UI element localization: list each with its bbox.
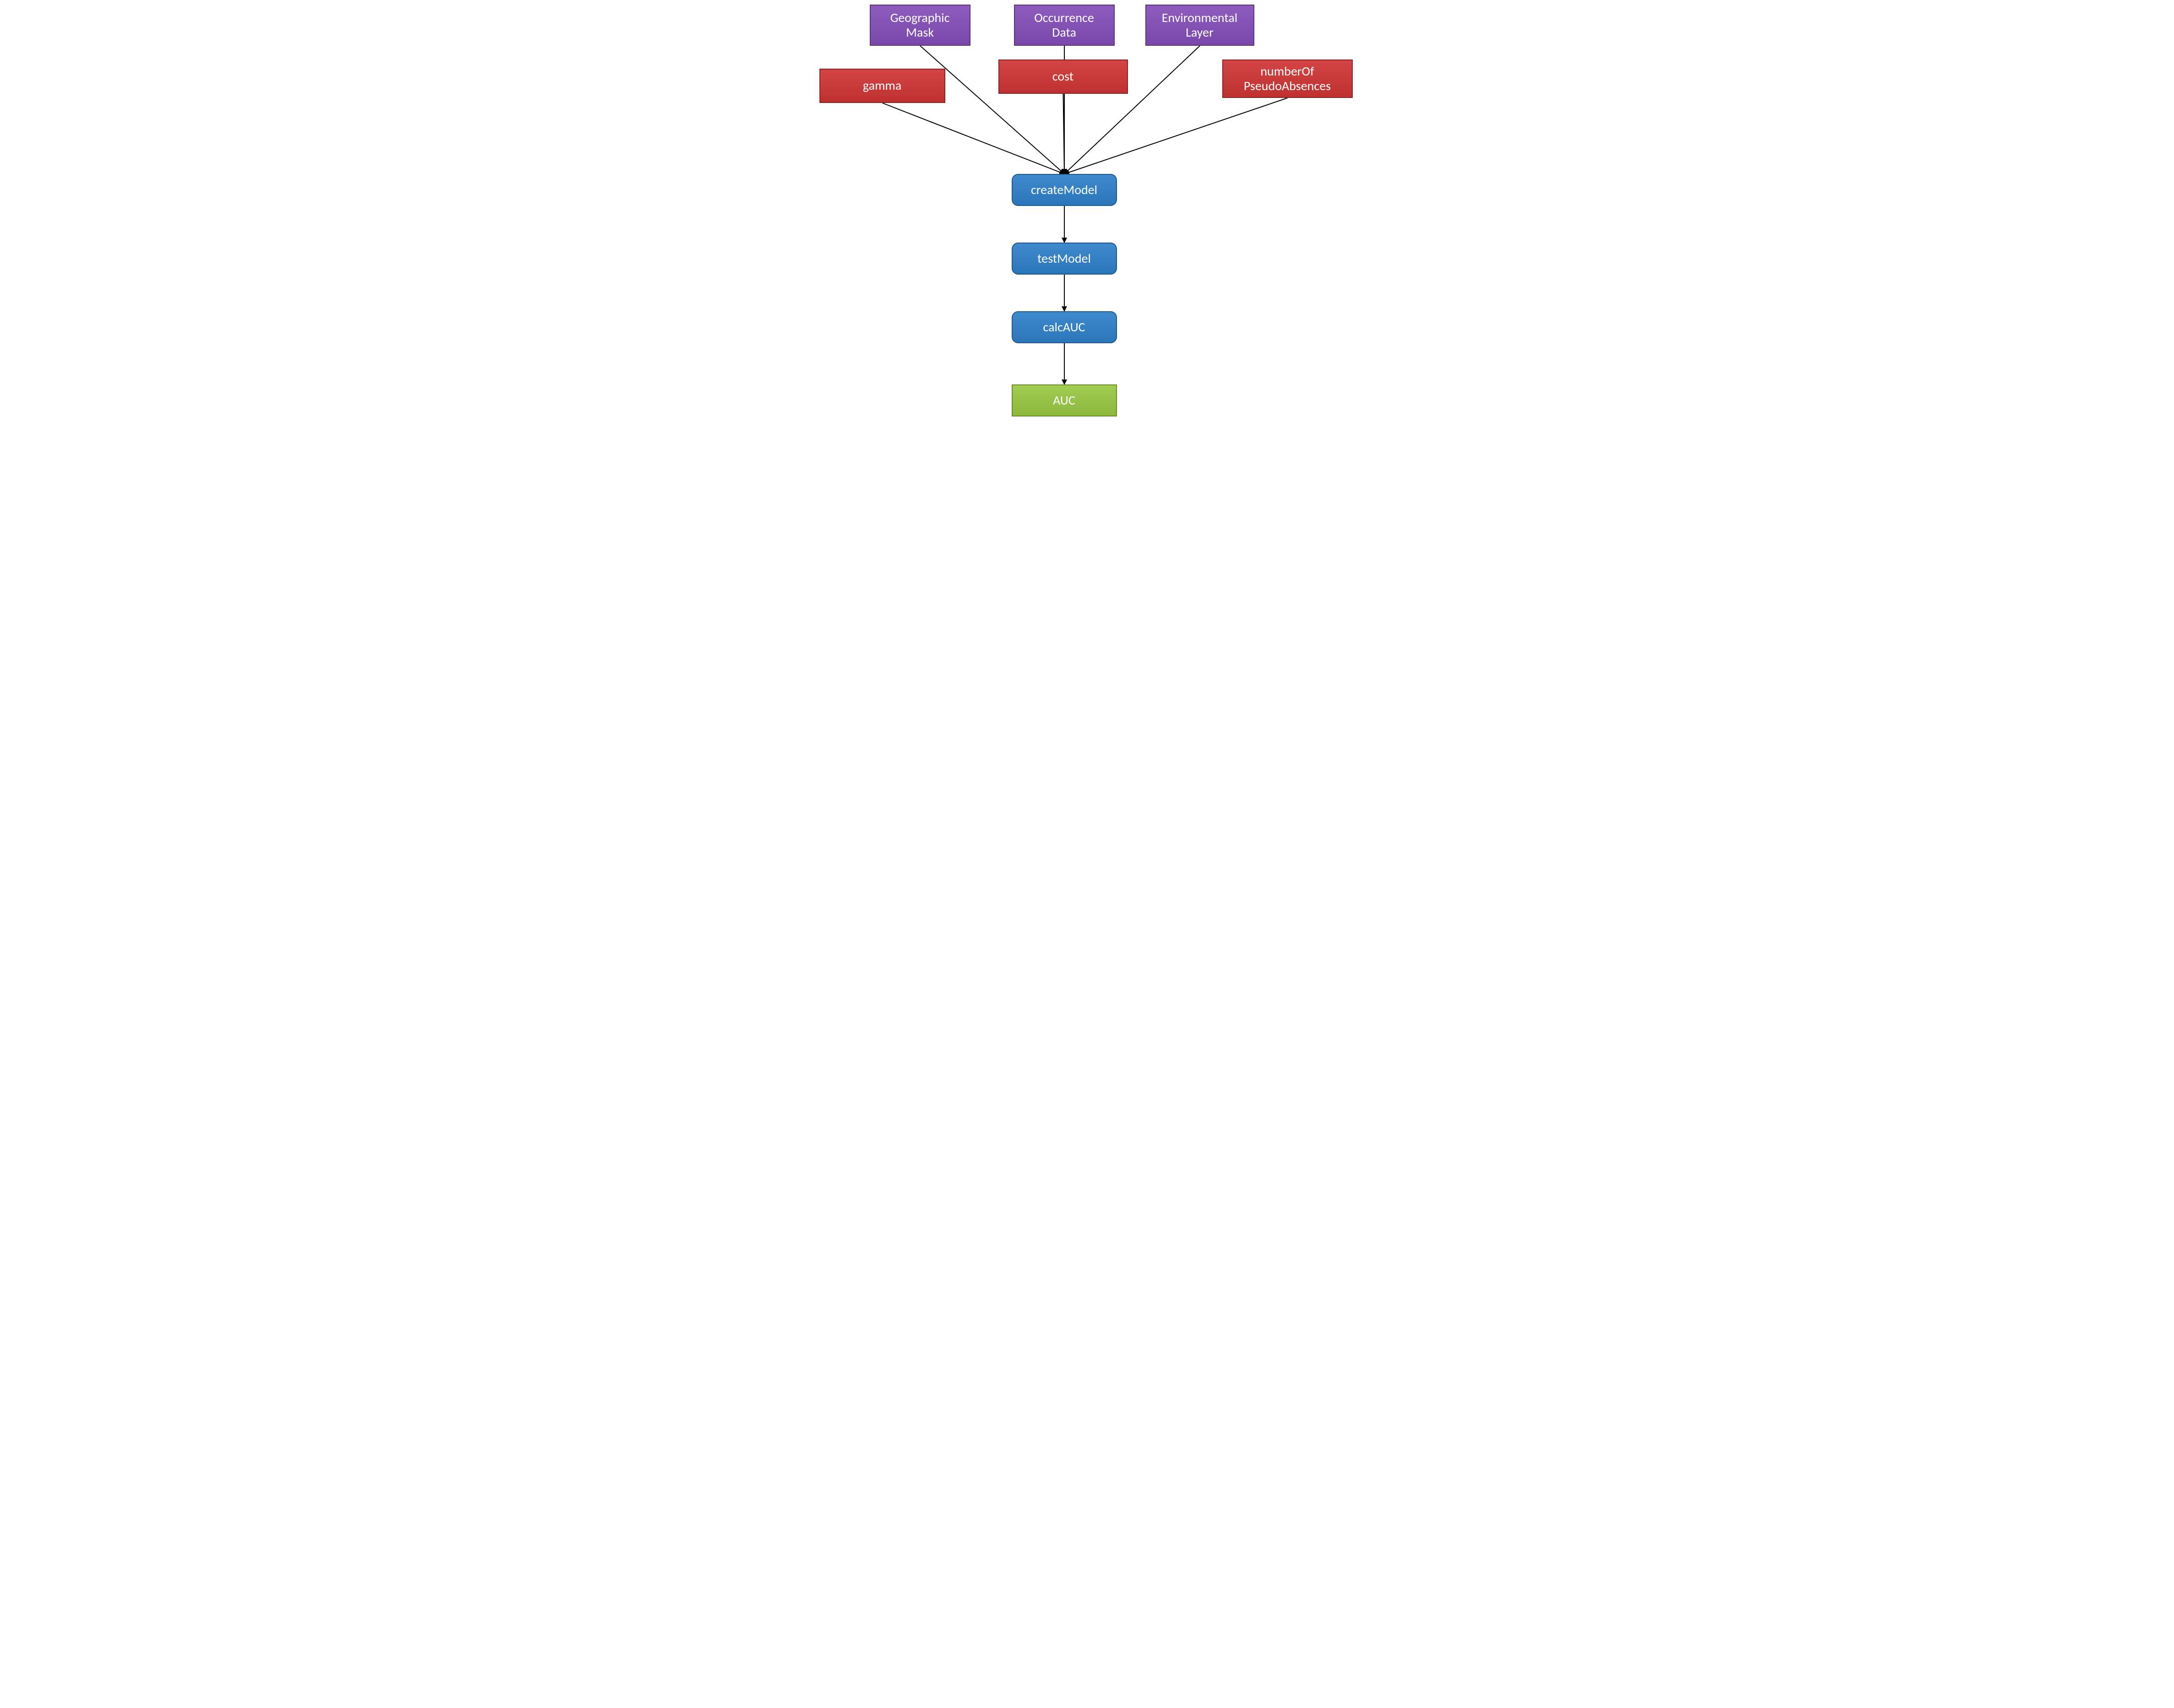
node-createModel: createModel <box>1012 174 1117 206</box>
node-env_layer-label: Environmental Layer <box>1162 11 1237 40</box>
node-AUC: AUC <box>1012 384 1117 416</box>
node-gamma: gamma <box>819 69 945 103</box>
node-testModel-label: testModel <box>1037 251 1091 266</box>
node-createModel-label: createModel <box>1031 183 1097 197</box>
node-geo_mask-label: Geographic Mask <box>890 11 950 40</box>
node-env_layer: Environmental Layer <box>1145 5 1254 46</box>
node-cost-label: cost <box>1052 69 1073 84</box>
node-AUC-label: AUC <box>1053 393 1075 408</box>
node-npa: numberOf PseudoAbsences <box>1222 59 1353 98</box>
edge-gamma-to-createModel <box>882 103 1064 174</box>
node-geo_mask: Geographic Mask <box>870 5 970 46</box>
node-occ_data: Occurrence Data <box>1014 5 1115 46</box>
flowchart-canvas: Geographic Mask Occurrence Data Environmen… <box>806 0 1369 444</box>
node-gamma-label: gamma <box>863 78 901 93</box>
node-testModel: testModel <box>1012 243 1117 275</box>
node-npa-label: numberOf PseudoAbsences <box>1244 64 1331 93</box>
node-calcAUC: calcAUC <box>1012 311 1117 343</box>
edge-npa-to-createModel <box>1064 98 1288 174</box>
edge-cost-to-createModel <box>1063 94 1064 174</box>
node-cost: cost <box>998 59 1128 94</box>
node-occ_data-label: Occurrence Data <box>1034 11 1094 40</box>
node-calcAUC-label: calcAUC <box>1043 320 1085 335</box>
